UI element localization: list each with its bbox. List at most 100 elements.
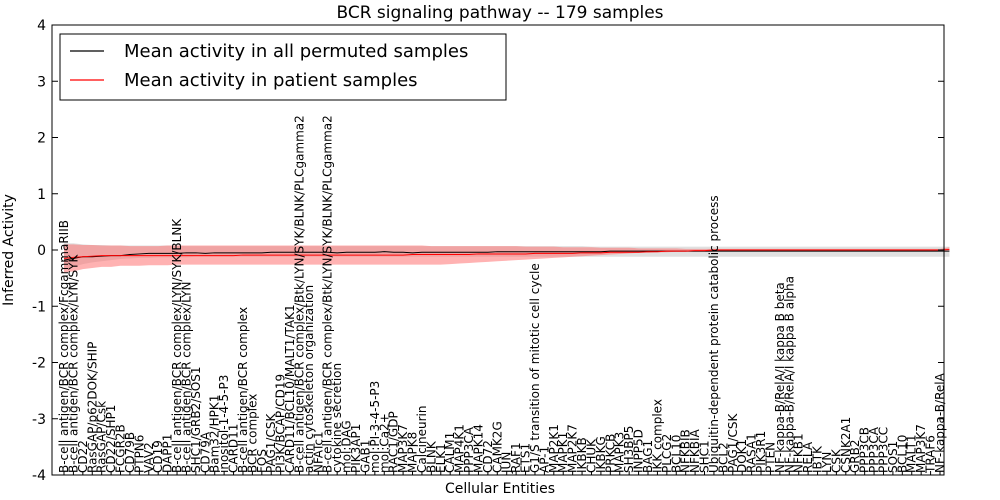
x-tick-label: PIK3R1 (754, 431, 768, 473)
x-tick-label: B-cell antigen/BCR complex/LYN (179, 281, 193, 473)
x-tick-label: actin cytoskeleton organization (302, 285, 316, 473)
series-band-1 (64, 244, 950, 273)
y-tick-label: -2 (32, 356, 46, 372)
x-tick-label: MAP2K7 (566, 424, 580, 473)
y-tick-label: -1 (32, 299, 46, 315)
x-tick-label: FOS (255, 449, 269, 473)
x-tick-label: B-cell antigen/BCR complex/LYN/SYK/BLNK (170, 218, 184, 473)
x-tick-label: FCGR2B (114, 424, 128, 473)
y-tick-label: 3 (37, 74, 46, 90)
y-axis-label: Inferred Activity (1, 194, 17, 306)
x-tick-label: BCL10 (669, 435, 683, 473)
x-tick-label: mol:DAG (340, 420, 354, 473)
series-line-1 (63, 248, 950, 259)
x-tick-label: PIK3AP1 (349, 424, 363, 473)
x-tick-label: GAB1 (358, 440, 372, 473)
x-tick-label: DAPP1 (161, 434, 175, 473)
x-tick-label: SHC1/GRB2/SOS1 (189, 366, 203, 473)
x-tick-label: TRAF6 (924, 435, 938, 474)
x-tick-label: ELK1 (434, 443, 448, 473)
x-tick-label: MAP2K1 (547, 424, 561, 473)
x-tick-label: Ubiquitin-dependent protein catabolic pr… (707, 195, 721, 473)
x-tick-label: CD79A (198, 431, 212, 473)
y-tick-label: 0 (37, 243, 46, 259)
x-tick-label: PTEN (763, 442, 777, 473)
x-tick-label: B-cell antigen/BCR complex/FcgammaRIIB (57, 220, 71, 473)
x-tick-label: MAPK1 (556, 432, 570, 473)
x-tick-label: inositol-1-4-5-P3 (217, 375, 231, 473)
y-tick-label: 1 (37, 187, 46, 203)
x-axis-label: Cellular Entities (445, 481, 555, 497)
x-tick-label: PI3K/BCAP/CD19 (274, 374, 288, 473)
x-tick-label: MAP4K1 (453, 424, 467, 473)
x-tick-label: B-cell antigen/BCR complex/Btk/LYN/SYK/B… (321, 115, 335, 473)
x-tick-label: NF-kappa-B/RelA/I kappa B alpha (782, 276, 796, 473)
x-tick-label: GRB2 (848, 439, 862, 473)
x-tick-label: SOS1 (886, 441, 900, 473)
x-tick-label: NFATc1 (311, 431, 325, 473)
x-tick-label: BCL10 (895, 435, 909, 473)
x-tick-label: CD22 (76, 440, 90, 473)
x-tick-label: CD22/SHP1 (104, 405, 118, 473)
x-tick-label: BCR complex (245, 394, 259, 473)
x-tick-label: CHUK (584, 438, 598, 473)
x-tick-label: PPP3CC (876, 427, 890, 473)
x-tick-label: NF-kappa-B/RelA (933, 372, 947, 473)
x-tick-label: PPP3CA (867, 426, 881, 473)
x-tick-label: PRKCB (603, 434, 617, 473)
y-tick-label: -3 (32, 412, 46, 428)
x-tick-label: ETS1 (519, 443, 533, 473)
x-tick-label: CARD11/BCL10/MALT1/TAK1 (283, 304, 297, 473)
x-tick-label: IBTK (811, 445, 825, 473)
x-tick-label: PAG1/CSK (264, 413, 278, 473)
x-tick-label: MALT1 (905, 434, 919, 473)
x-tick-label: IKK complex (650, 399, 664, 473)
x-tick-label: Calcineurin (415, 406, 429, 473)
x-tick-label: SH3BP5 (622, 426, 636, 473)
x-tick-label: PLCG2 (660, 434, 674, 473)
x-tick-label: PPP3CA (462, 426, 476, 473)
line-layer (63, 248, 950, 261)
x-tick-label: MAPK8 (406, 432, 420, 473)
legend-box (59, 33, 507, 101)
chart-title: BCR signaling pathway -- 179 samples (336, 3, 663, 23)
x-tick-label: CD79B (123, 432, 137, 473)
x-tick-label: MAP3K7 (396, 424, 410, 473)
x-tick-label: CALM1 (443, 432, 457, 473)
x-tick-label: BCL2 (716, 442, 730, 473)
x-tick-label: B-cell antigen/BCR complex/LYN/SYK (66, 253, 80, 473)
x-tick-label: MAPK3 (613, 432, 627, 473)
x-tick-label: B-cell antigen/BCR complex (236, 307, 250, 473)
x-tick-label: Bam32/HPK1 (208, 395, 222, 473)
y-tick-label: 2 (37, 131, 46, 147)
x-tick-label: RasGAP/p62DOK/SHIP (85, 342, 99, 473)
x-tick-label: LYN (820, 452, 834, 473)
y-tick-label: -4 (32, 468, 46, 484)
x-tick-label: IKBKG (594, 436, 608, 473)
series-line-0 (63, 250, 950, 261)
x-tick-label: DOK1 (735, 439, 749, 473)
x-tick-label: PTPN6 (132, 435, 146, 473)
x-tick-label: NFKB1 (792, 433, 806, 473)
legend: Mean activity in all permuted samples Me… (59, 33, 507, 101)
x-tick-label: NF-kappa-B/RelA/I kappa B beta (773, 282, 787, 473)
x-tick-label: INPP5D (632, 429, 646, 473)
x-tick-label: CD19 (151, 440, 165, 473)
y-tick-layer: -4 -3 -2 -1 0 1 2 3 4 (32, 18, 944, 484)
x-tick-label: RELA (801, 441, 815, 473)
x-tick-label: IKBKB (575, 437, 589, 473)
x-tick-label: mol:Ca2+ (377, 413, 391, 473)
legend-label-permuted: Mean activity in all permuted samples (124, 41, 468, 62)
x-tick-label: G1/S transition of mitotic cell cycle (528, 263, 542, 473)
x-tick-label: PPP3CB (858, 427, 872, 473)
x-tick-label: B-cell antigen/BCR complex/Btk/LYN/SYK/B… (292, 115, 306, 473)
x-tick-label: NFKBIA (688, 428, 702, 473)
x-tick-label: JUN (500, 452, 514, 474)
x-tick-label: VAV2 (142, 442, 156, 473)
x-tick-label: CSK (829, 448, 843, 473)
legend-label-patient: Mean activity in patient samples (124, 70, 418, 91)
x-tick-label: CD72 (481, 440, 495, 473)
x-tick-label: RasGAP/Csk (95, 401, 109, 473)
x-tick-label: PAG1/CSK (726, 413, 740, 473)
